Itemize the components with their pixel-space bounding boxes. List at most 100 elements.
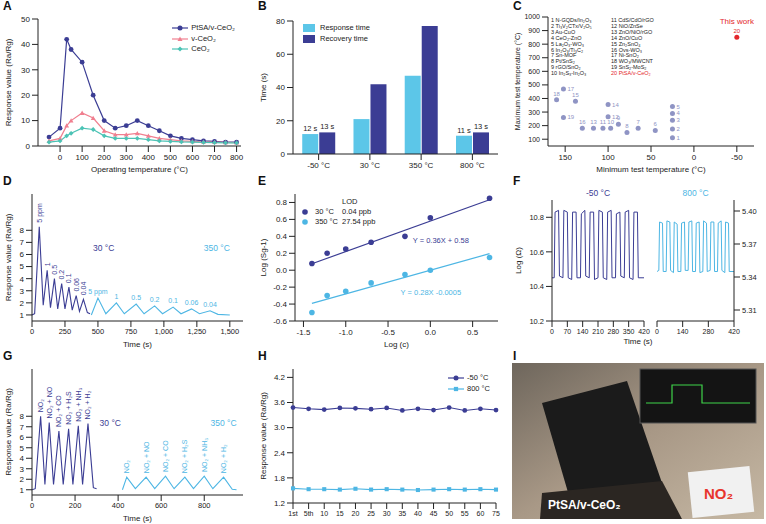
svg-text:8: 8 — [20, 226, 25, 235]
svg-text:7: 7 — [20, 423, 25, 432]
svg-text:20: 20 — [733, 28, 740, 34]
svg-text:6: 6 — [654, 121, 658, 127]
svg-text:-0.4: -0.4 — [273, 300, 287, 309]
svg-text:40: 40 — [276, 83, 285, 92]
svg-text:NO₂ + NO: NO₂ + NO — [143, 441, 150, 473]
svg-text:16: 16 — [579, 119, 586, 125]
svg-text:500: 500 — [528, 81, 540, 88]
svg-text:2: 2 — [20, 475, 25, 484]
svg-text:30: 30 — [383, 510, 391, 517]
svg-text:20: 20 — [352, 510, 360, 517]
svg-text:400: 400 — [112, 501, 125, 510]
svg-text:Response value (Ra/Rg): Response value (Ra/Rg) — [4, 388, 13, 476]
svg-text:NO₂: NO₂ — [123, 460, 130, 474]
svg-text:13: 13 — [590, 119, 597, 125]
svg-text:0.5: 0.5 — [467, 328, 479, 337]
svg-text:NO₂ + NO: NO₂ + NO — [46, 386, 53, 418]
svg-text:500: 500 — [164, 153, 178, 162]
svg-text:350: 350 — [623, 328, 635, 335]
svg-text:5th: 5th — [304, 510, 314, 517]
svg-text:3: 3 — [20, 465, 25, 474]
svg-text:35: 35 — [398, 510, 406, 517]
svg-text:140: 140 — [577, 328, 589, 335]
svg-text:-1.0: -1.0 — [339, 328, 353, 337]
svg-text:700: 700 — [528, 54, 540, 61]
svg-text:50: 50 — [647, 153, 656, 162]
svg-text:100: 100 — [528, 136, 540, 143]
svg-text:10: 10 — [21, 116, 30, 125]
svg-text:10.2: 10.2 — [529, 317, 544, 326]
svg-text:17: 17 — [567, 86, 574, 92]
svg-text:0: 0 — [30, 327, 34, 336]
svg-text:10: 10 — [607, 119, 614, 125]
svg-text:Response value (Ra/Rg): Response value (Ra/Rg) — [4, 213, 13, 301]
svg-text:4: 4 — [676, 110, 680, 116]
svg-text:40: 40 — [414, 510, 422, 517]
svg-text:11 s: 11 s — [457, 126, 471, 135]
svg-text:1st: 1st — [288, 510, 297, 517]
svg-text:NO₂ + CO: NO₂ + CO — [162, 440, 169, 472]
svg-text:750: 750 — [125, 327, 138, 336]
svg-text:0.0: 0.0 — [425, 328, 437, 337]
svg-text:150: 150 — [558, 153, 572, 162]
svg-text:Time (s): Time (s) — [123, 340, 152, 349]
svg-text:5.34: 5.34 — [742, 273, 757, 282]
svg-text:10.6: 10.6 — [529, 248, 544, 257]
svg-text:5 ppm: 5 ppm — [36, 203, 44, 223]
svg-text:30 °C: 30 °C — [93, 243, 114, 253]
svg-text:5.31: 5.31 — [742, 306, 757, 315]
svg-text:50: 50 — [21, 15, 30, 24]
svg-text:4.2: 4.2 — [274, 373, 286, 382]
svg-text:4: 4 — [20, 275, 25, 284]
svg-text:3: 3 — [676, 117, 680, 123]
svg-text:60: 60 — [276, 50, 285, 59]
svg-text:800 °C: 800 °C — [460, 161, 485, 170]
svg-text:0: 0 — [655, 328, 659, 335]
svg-text:13 s: 13 s — [474, 122, 488, 131]
svg-text:1: 1 — [20, 311, 25, 320]
svg-text:100: 100 — [75, 153, 89, 162]
svg-text:Time (s): Time (s) — [259, 73, 268, 102]
svg-text:250: 250 — [59, 327, 72, 336]
svg-text:3: 3 — [20, 287, 25, 296]
svg-text:200: 200 — [528, 122, 540, 129]
svg-text:30 °C: 30 °C — [360, 161, 380, 170]
svg-text:0.0: 0.0 — [276, 266, 288, 275]
svg-text:PtSA/v-CeO₂: PtSA/v-CeO₂ — [548, 498, 621, 512]
svg-text:0.8: 0.8 — [276, 198, 288, 207]
svg-text:0.5: 0.5 — [131, 294, 141, 301]
svg-text:0.2: 0.2 — [58, 270, 65, 280]
svg-text:20: 20 — [21, 91, 30, 100]
svg-text:6: 6 — [20, 433, 25, 442]
svg-text:0.1: 0.1 — [65, 273, 72, 283]
svg-text:4: 4 — [20, 454, 25, 463]
svg-text:14: 14 — [612, 102, 619, 108]
svg-text:0.06: 0.06 — [185, 299, 199, 306]
svg-text:5: 5 — [676, 104, 680, 110]
svg-text:800: 800 — [230, 153, 244, 162]
svg-text:NO₂ + H₂: NO₂ + H₂ — [84, 390, 91, 419]
svg-text:0.2: 0.2 — [276, 249, 288, 258]
svg-text:350 °C: 350 °C — [409, 161, 434, 170]
svg-text:Minimum test temperature (°C): Minimum test temperature (°C) — [596, 165, 706, 174]
svg-text:0: 0 — [692, 153, 697, 162]
svg-text:0.2: 0.2 — [150, 296, 160, 303]
svg-text:Operating temperature (°C): Operating temperature (°C) — [91, 165, 188, 174]
svg-text:2: 2 — [676, 126, 680, 132]
svg-text:-50: -50 — [731, 153, 743, 162]
svg-text:Y = 0.36X + 0.58: Y = 0.36X + 0.58 — [413, 236, 469, 245]
svg-text:2: 2 — [20, 299, 25, 308]
svg-text:25: 25 — [367, 510, 375, 517]
svg-text:Response value (Ra/Rg): Response value (Ra/Rg) — [259, 392, 268, 480]
svg-text:Log (Sg-1): Log (Sg-1) — [259, 238, 268, 276]
svg-text:0.5: 0.5 — [51, 265, 58, 275]
svg-text:0: 0 — [550, 328, 554, 335]
svg-text:8: 8 — [625, 123, 629, 129]
svg-text:10.8: 10.8 — [529, 213, 544, 222]
svg-text:1,000: 1,000 — [154, 327, 173, 336]
svg-text:0.4: 0.4 — [276, 232, 288, 241]
svg-text:-1.5: -1.5 — [297, 328, 311, 337]
svg-text:0.04: 0.04 — [203, 301, 217, 308]
svg-text:0.04: 0.04 — [80, 281, 87, 295]
svg-text:7: 7 — [20, 238, 25, 247]
